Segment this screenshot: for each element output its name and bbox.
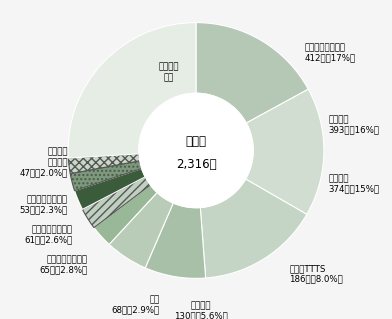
Text: 形態異常
393例（16%）: 形態異常 393例（16%） — [328, 115, 379, 135]
Text: 臍帯因子
374例（15%）: 臍帯因子 374例（15%） — [328, 174, 379, 193]
Text: 妊娠高血圧症候群
61例（2.6%）: 妊娠高血圧症候群 61例（2.6%） — [24, 225, 73, 244]
Text: その他・
不明: その他・ 不明 — [159, 63, 179, 82]
Text: 2,316例: 2,316例 — [176, 158, 216, 171]
Wedge shape — [200, 179, 307, 278]
Text: その他の胎盤因子
65例（2.8%）: その他の胎盤因子 65例（2.8%） — [40, 255, 88, 275]
Wedge shape — [74, 168, 145, 209]
Text: 胎児水腫
130例（5.6%）: 胎児水腫 130例（5.6%） — [174, 301, 227, 319]
Wedge shape — [68, 154, 140, 174]
Wedge shape — [94, 185, 157, 244]
Wedge shape — [145, 203, 206, 278]
Text: その他の
母体疾患
47例（2.0%）: その他の 母体疾患 47例（2.0%） — [20, 148, 68, 177]
Text: 常位胎盤早期剥離
412例（17%）: 常位胎盤早期剥離 412例（17%） — [304, 43, 356, 63]
Wedge shape — [68, 23, 196, 158]
Wedge shape — [70, 161, 142, 191]
Text: 他の胎児低酸素症
53例（2.3%）: 他の胎児低酸素症 53例（2.3%） — [20, 195, 68, 214]
Wedge shape — [245, 89, 324, 214]
Text: 死産例: 死産例 — [185, 135, 207, 148]
Wedge shape — [109, 192, 173, 268]
Wedge shape — [82, 177, 151, 228]
Text: 多胎・TTTS
186例（8.0%）: 多胎・TTTS 186例（8.0%） — [289, 264, 343, 284]
Wedge shape — [196, 23, 308, 123]
Circle shape — [139, 93, 253, 208]
Text: 感染
68例（2.9%）: 感染 68例（2.9%） — [112, 295, 160, 314]
